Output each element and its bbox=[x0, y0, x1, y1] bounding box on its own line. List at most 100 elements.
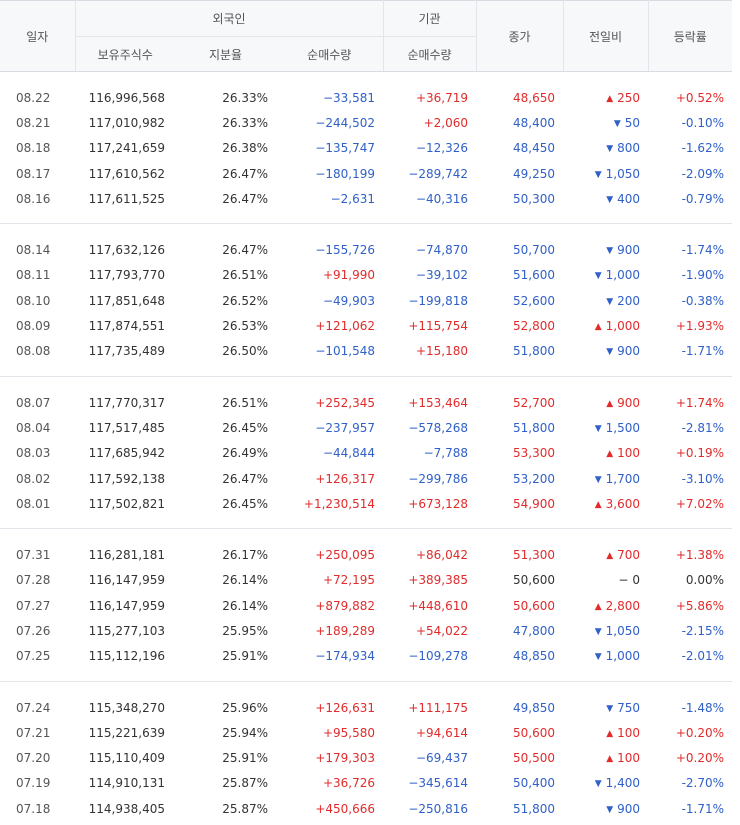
rate-cell: +1.74% bbox=[675, 395, 725, 410]
inst-net-cell: +54,022 bbox=[415, 623, 469, 638]
share-cell: 26.47% bbox=[222, 243, 268, 258]
rate-cell: -1.71% bbox=[681, 801, 725, 816]
inst-net-cell: +111,175 bbox=[408, 700, 469, 715]
holdings-cell: 117,851,648 bbox=[88, 293, 165, 308]
triangle-down-icon: ▼ bbox=[594, 779, 602, 790]
share-cell: 25.95% bbox=[222, 623, 268, 638]
diff-value: 0 bbox=[632, 573, 641, 588]
share-cell: 26.50% bbox=[222, 344, 268, 359]
group-divider bbox=[0, 363, 733, 377]
date-cell: 07.26 bbox=[16, 623, 51, 638]
holdings-cell: 116,147,959 bbox=[88, 598, 165, 613]
holdings-cell: 117,685,942 bbox=[88, 446, 165, 461]
triangle-up-icon: ▲ bbox=[606, 728, 614, 739]
inst-net-cell: −299,786 bbox=[408, 471, 469, 486]
holdings-cell: 117,793,770 bbox=[88, 268, 165, 283]
group-spacer bbox=[0, 224, 732, 238]
foreign-net-cell: −49,903 bbox=[322, 293, 376, 308]
table-row: 08.07 117,770,317 26.51% +252,345 +153,464 52… bbox=[0, 390, 732, 415]
diff-cell: ▲ 700 bbox=[563, 542, 648, 567]
table-row: 08.11 117,793,770 26.51% +91,990 −39,102 51,6… bbox=[0, 263, 732, 288]
table-row: 08.08 117,735,489 26.50% −101,548 +15,180 51,… bbox=[0, 339, 732, 364]
diff-cell: ▼ 900 bbox=[563, 796, 648, 821]
holdings-cell: 117,517,485 bbox=[88, 420, 165, 435]
holdings-cell: 116,996,568 bbox=[88, 90, 165, 105]
header-holdings: 보유주식수 bbox=[75, 36, 175, 72]
triangle-down-icon: ▼ bbox=[606, 347, 614, 358]
header-diff: 전일비 bbox=[563, 0, 649, 72]
date-cell: 08.11 bbox=[16, 268, 51, 283]
holdings-cell: 116,147,959 bbox=[88, 573, 165, 588]
rate-cell: -0.10% bbox=[681, 115, 725, 130]
header-inst-net: 순매수량 bbox=[383, 36, 477, 72]
foreign-net-cell: +126,317 bbox=[315, 471, 376, 486]
foreign-net-cell: +250,095 bbox=[315, 548, 376, 563]
date-cell: 07.24 bbox=[16, 700, 51, 715]
table-row: 07.28 116,147,959 26.14% +72,195 +389,385 50,… bbox=[0, 568, 732, 593]
inst-net-cell: −69,437 bbox=[415, 751, 469, 766]
inst-net-cell: −250,816 bbox=[408, 801, 469, 816]
diff-value: 900 bbox=[617, 395, 641, 410]
diff-cell: ▼ 400 bbox=[563, 186, 648, 211]
date-cell: 08.09 bbox=[16, 319, 51, 334]
date-cell: 08.21 bbox=[16, 115, 51, 130]
foreign-net-cell: +72,195 bbox=[322, 573, 376, 588]
foreign-net-cell: −237,957 bbox=[315, 420, 376, 435]
diff-value: 1,500 bbox=[605, 420, 641, 435]
share-cell: 25.91% bbox=[222, 751, 268, 766]
table-row: 07.19 114,910,131 25.87% +36,726 −345,614 50,… bbox=[0, 771, 732, 796]
date-cell: 08.04 bbox=[16, 420, 51, 435]
triangle-down-icon: ▼ bbox=[606, 804, 614, 815]
diff-cell: ▼ 800 bbox=[563, 136, 648, 161]
close-cell: 48,450 bbox=[513, 141, 556, 156]
date-cell: 07.28 bbox=[16, 573, 51, 588]
rate-cell: -1.74% bbox=[681, 243, 725, 258]
close-cell: 50,600 bbox=[513, 573, 556, 588]
inst-net-cell: −289,742 bbox=[408, 166, 469, 181]
close-cell: 53,300 bbox=[513, 446, 556, 461]
date-cell: 08.07 bbox=[16, 395, 51, 410]
triangle-down-icon: ▼ bbox=[594, 169, 602, 180]
inst-net-cell: +94,614 bbox=[415, 725, 469, 740]
close-cell: 49,850 bbox=[513, 700, 556, 715]
dash-icon: − bbox=[618, 573, 629, 588]
foreign-net-cell: +252,345 bbox=[315, 395, 376, 410]
close-cell: 51,800 bbox=[513, 420, 556, 435]
rate-cell: -1.90% bbox=[681, 268, 725, 283]
diff-cell: ▼ 1,500 bbox=[563, 415, 648, 440]
header-institution: 기관 bbox=[383, 0, 477, 37]
holdings-cell: 114,938,405 bbox=[88, 801, 165, 816]
date-cell: 08.08 bbox=[16, 344, 51, 359]
share-cell: 26.14% bbox=[222, 573, 268, 588]
foreign-net-cell: −155,726 bbox=[315, 243, 376, 258]
share-cell: 26.47% bbox=[222, 166, 268, 181]
close-cell: 50,700 bbox=[513, 243, 556, 258]
inst-net-cell: +115,754 bbox=[408, 319, 469, 334]
close-cell: 52,800 bbox=[513, 319, 556, 334]
group-spacer bbox=[0, 529, 732, 543]
share-cell: 26.45% bbox=[222, 496, 268, 511]
holdings-cell: 115,348,270 bbox=[88, 700, 165, 715]
inst-net-cell: −345,614 bbox=[408, 776, 469, 791]
holdings-cell: 117,874,551 bbox=[88, 319, 165, 334]
diff-value: 100 bbox=[617, 751, 641, 766]
foreign-net-cell: −101,548 bbox=[315, 344, 376, 359]
inst-net-cell: +673,128 bbox=[408, 496, 469, 511]
date-cell: 07.19 bbox=[16, 776, 51, 791]
date-cell: 08.01 bbox=[16, 496, 51, 511]
share-cell: 26.14% bbox=[222, 598, 268, 613]
diff-value: 1,000 bbox=[605, 319, 641, 334]
foreign-net-cell: −174,934 bbox=[315, 649, 376, 664]
close-cell: 51,800 bbox=[513, 344, 556, 359]
diff-value: 1,000 bbox=[605, 268, 641, 283]
diff-cell: ▼ 1,400 bbox=[563, 771, 648, 796]
diff-cell: ▼ 1,050 bbox=[563, 618, 648, 643]
rate-cell: -1.71% bbox=[681, 344, 725, 359]
table-row: 07.26 115,277,103 25.95% +189,289 +54,022 47,… bbox=[0, 618, 732, 643]
date-cell: 07.31 bbox=[16, 548, 51, 563]
close-cell: 52,600 bbox=[513, 293, 556, 308]
rate-cell: -2.15% bbox=[681, 623, 725, 638]
table-row: 07.25 115,112,196 25.91% −174,934 −109,278 48… bbox=[0, 644, 732, 669]
table-row: 08.02 117,592,138 26.47% +126,317 −299,786 53… bbox=[0, 466, 732, 491]
share-cell: 25.87% bbox=[222, 801, 268, 816]
